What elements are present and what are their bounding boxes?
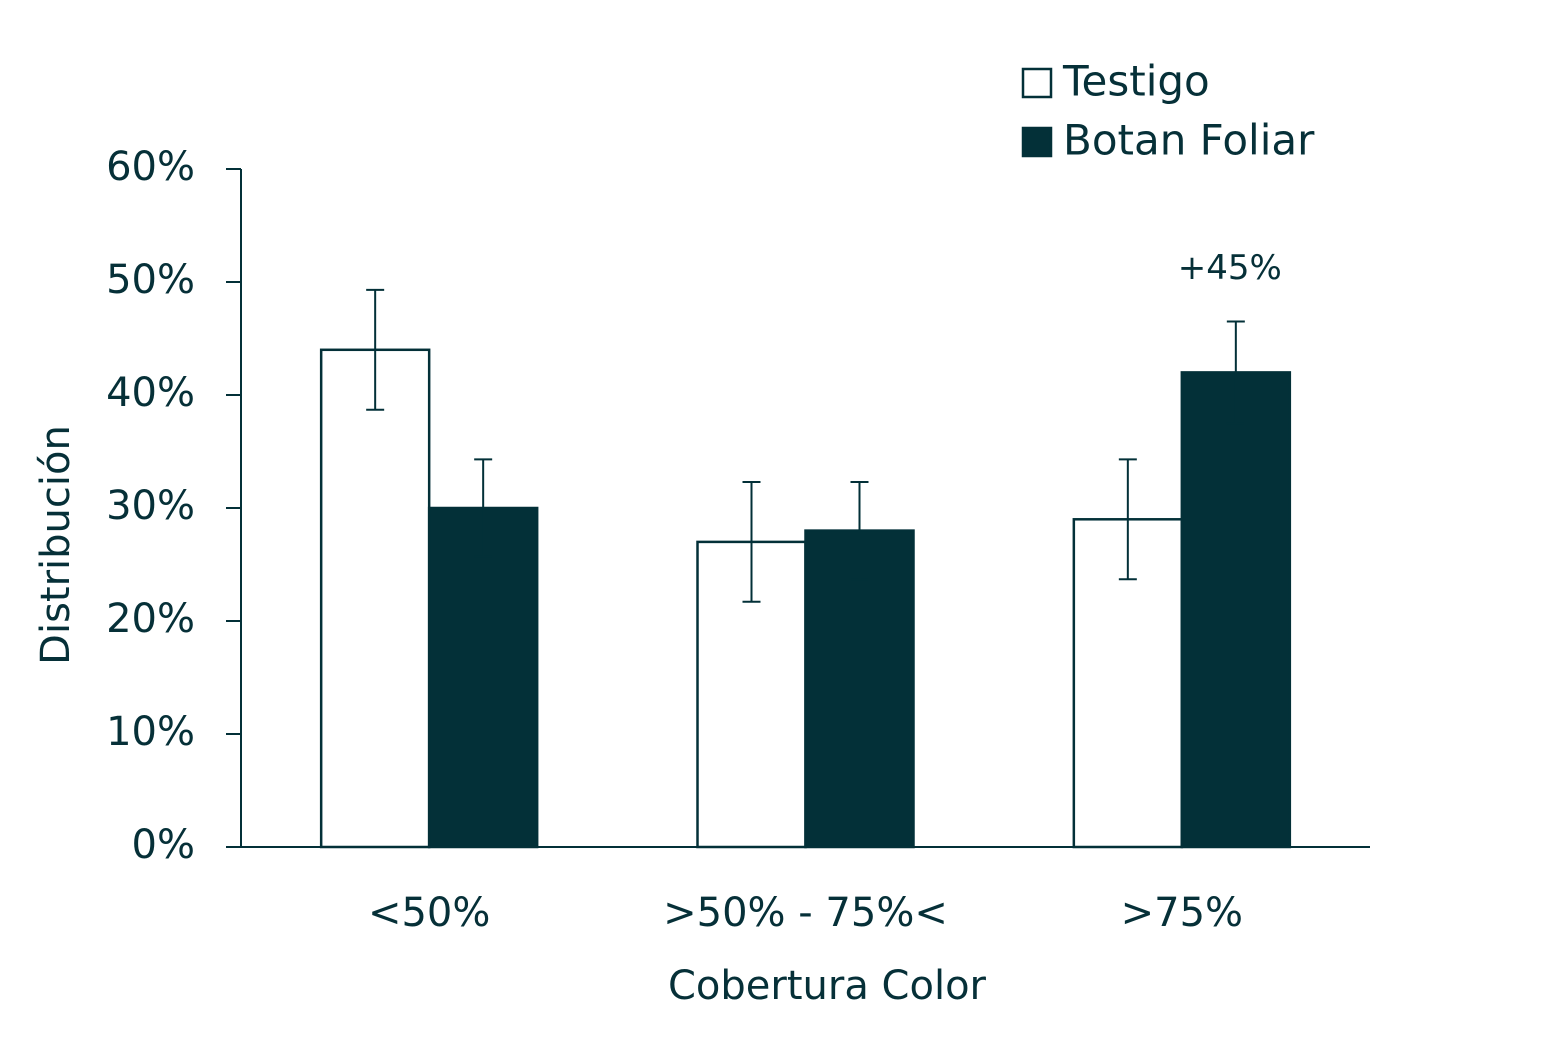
legend-label: Botan Foliar xyxy=(1063,116,1315,165)
error-bar xyxy=(1118,458,1137,581)
x-tick-label: >75% xyxy=(1121,890,1243,936)
error-bar xyxy=(366,288,385,411)
error-bar xyxy=(742,481,761,603)
x-tick-label: >50% - 75%< xyxy=(663,890,948,936)
bar xyxy=(1180,371,1292,849)
y-tick-label: 0% xyxy=(132,822,195,868)
legend-label: Testigo xyxy=(1062,57,1210,106)
y-tick-label: 50% xyxy=(106,257,195,303)
y-axis-label: Distribución xyxy=(33,425,79,665)
annotation: +45% xyxy=(1178,248,1282,288)
y-tick-label: 60% xyxy=(106,144,195,190)
legend-swatch xyxy=(1021,67,1053,99)
x-tick-label: <50% xyxy=(368,890,490,936)
error-bar xyxy=(1226,320,1245,425)
y-tick-label: 20% xyxy=(106,596,195,642)
legend-swatch xyxy=(1021,126,1053,158)
error-bar xyxy=(850,481,869,581)
y-tick-label: 40% xyxy=(106,370,195,416)
bar xyxy=(427,506,539,849)
y-tick-label: 30% xyxy=(106,483,195,529)
error-bar xyxy=(474,458,493,558)
bar xyxy=(804,529,915,849)
y-tick-label: 10% xyxy=(106,709,195,755)
bar xyxy=(319,348,431,849)
x-axis-label: Cobertura Color xyxy=(668,963,987,1009)
